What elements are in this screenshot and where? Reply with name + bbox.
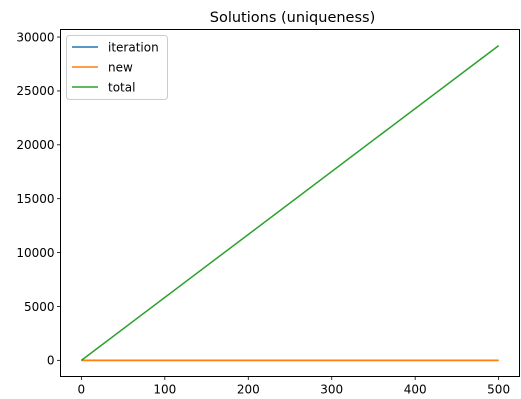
legend: iteration new total — [66, 35, 168, 100]
legend-box — [66, 35, 168, 100]
x-tick-label: 100 — [153, 383, 176, 397]
legend-label-iteration: iteration — [108, 40, 159, 54]
plot-lines — [80, 45, 500, 362]
legend-label-total: total — [108, 80, 135, 94]
x-tick-label: 0 — [78, 383, 86, 397]
y-tick-label: 0 — [47, 354, 55, 368]
y-tick-label: 15000 — [16, 192, 54, 206]
y-tick-label: 10000 — [16, 246, 54, 260]
y-tick-label: 25000 — [16, 84, 54, 98]
legend-label-new: new — [108, 60, 133, 74]
x-tick-label: 400 — [404, 383, 427, 397]
x-tick-label: 500 — [487, 383, 510, 397]
y-axis: 0 5000 10000 15000 20000 25000 30000 — [16, 30, 61, 368]
x-tick-label: 300 — [320, 383, 343, 397]
x-tick-label: 200 — [237, 383, 260, 397]
series-line-total — [80, 45, 500, 361]
y-tick-label: 5000 — [24, 300, 55, 314]
y-tick-label: 20000 — [16, 138, 54, 152]
x-axis: 0 100 200 300 400 500 — [78, 376, 510, 397]
y-tick-label: 30000 — [16, 30, 54, 44]
plot-frame — [60, 29, 520, 377]
chart-title: Solutions (uniqueness) — [210, 10, 376, 26]
